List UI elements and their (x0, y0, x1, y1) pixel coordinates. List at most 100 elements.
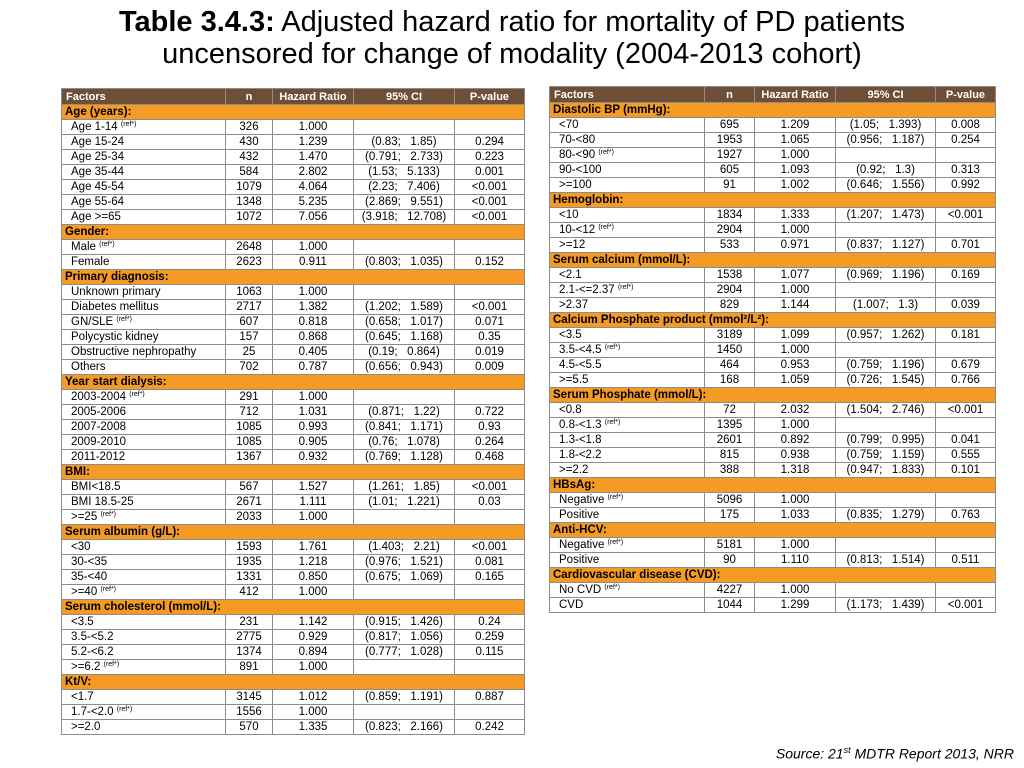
ci-cell (835, 417, 936, 433)
category-row: Age (years): (61, 104, 525, 120)
factor-cell: Negative (ref*) (549, 492, 705, 508)
factor-label: <70 (559, 119, 579, 131)
factor-cell: 10-<12 (ref*) (549, 222, 705, 238)
ci-cell: (0.969; 1.196) (835, 267, 936, 283)
source-sup: st (843, 745, 851, 755)
p-value-cell: 0.001 (454, 164, 525, 180)
table-row: >=12 533 0.971 (0.837; 1.127) 0.701 (549, 237, 996, 253)
hazard-ratio-cell: 0.818 (272, 314, 354, 330)
source-suffix: MDTR Report 2013, NRR (850, 745, 1014, 762)
hazard-ratio-cell: 0.938 (754, 447, 836, 463)
factor-cell: 70-<80 (549, 132, 705, 148)
p-value-cell: 0.511 (935, 552, 996, 568)
factor-label: Others (71, 361, 106, 373)
hazard-ratio-cell: 1.470 (272, 149, 354, 165)
header-ci: 95% CI (353, 88, 455, 105)
ci-cell: (1.53; 5.133) (353, 164, 455, 180)
factor-cell: 5.2-<6.2 (61, 644, 226, 660)
factor-cell: 2011-2012 (61, 449, 226, 465)
p-value-cell (935, 282, 996, 298)
p-value-cell (454, 239, 525, 255)
n-cell: 90 (704, 552, 755, 568)
factor-label: Male (71, 241, 96, 253)
n-cell: 2775 (225, 629, 273, 645)
hazard-ratio-cell: 1.209 (754, 117, 836, 133)
ci-cell: (3.918; 12.708) (353, 209, 455, 225)
hazard-ratio-cell: 0.850 (272, 569, 354, 585)
hazard-ratio-cell: 1.382 (272, 299, 354, 315)
table-row: 2003-2004 (ref*) 291 1.000 (61, 389, 525, 405)
ci-cell: (1.207; 1.473) (835, 207, 936, 223)
hazard-ratio-cell: 1.000 (754, 222, 836, 238)
factor-label: Obstructive nephropathy (71, 346, 197, 358)
factor-cell: Age 15-24 (61, 134, 226, 150)
factor-cell: 2009-2010 (61, 434, 226, 450)
table-row: 2.1-<=2.37 (ref*) 2904 1.000 (549, 282, 996, 298)
table-row: <70 695 1.209 (1.05; 1.393) 0.008 (549, 117, 996, 133)
hazard-ratio-cell: 1.099 (754, 327, 836, 343)
hazard-ratio-cell: 1.000 (754, 282, 836, 298)
header-ci: 95% CI (835, 86, 936, 103)
category-row: Diastolic BP (mmHg): (549, 102, 996, 118)
n-cell: 3145 (225, 689, 273, 705)
p-value-cell (454, 584, 525, 600)
factor-label: 0.8-<1.3 (559, 419, 602, 431)
category-label: HBsAg: (549, 477, 996, 493)
hazard-ratio-cell: 1.144 (754, 297, 836, 313)
category-row: Calcium Phosphate product (mmol²/L²): (549, 312, 996, 328)
p-value-cell (454, 284, 525, 300)
hazard-ratio-cell: 1.033 (754, 507, 836, 523)
table-row: Age 45-54 1079 4.064 (2.23; 7.406) <0.001 (61, 179, 525, 195)
hazard-ratio-cell: 0.993 (272, 419, 354, 435)
reference-marker: (ref*) (604, 419, 621, 426)
factor-label: BMI<18.5 (71, 481, 121, 493)
hazard-ratio-cell: 1.110 (754, 552, 836, 568)
factor-label: 5.2-<6.2 (71, 646, 114, 658)
hazard-ratio-cell: 1.000 (754, 492, 836, 508)
right-table-body: Diastolic BP (mmHg): <70 695 1.209 (1.05; 1.… (549, 102, 996, 613)
category-row: Kt/V: (61, 674, 525, 690)
table-row: 1.3-<1.8 2601 0.892 (0.799; 0.995) 0.041 (549, 432, 996, 448)
ci-cell: (0.859; 1.191) (353, 689, 455, 705)
n-cell: 605 (704, 162, 755, 178)
table-row: >=40 (ref*) 412 1.000 (61, 584, 525, 600)
reference-marker: (ref*) (116, 706, 133, 713)
header-p-value: P-value (454, 88, 525, 105)
n-cell: 2033 (225, 509, 273, 525)
factor-label: Female (71, 256, 110, 268)
hazard-ratio-cell: 0.894 (272, 644, 354, 660)
hazard-ratio-cell: 0.929 (272, 629, 354, 645)
ci-cell: (0.759; 1.196) (835, 357, 936, 373)
ci-cell: (0.957; 1.262) (835, 327, 936, 343)
factor-cell: >=2.0 (61, 719, 226, 735)
n-cell: 2671 (225, 494, 273, 510)
category-row: Serum Phosphate (mmol/L): (549, 387, 996, 403)
factor-cell: Male (ref*) (61, 239, 226, 255)
title-text-line2: uncensored for change of modality (2004-… (162, 38, 862, 70)
p-value-cell: 0.181 (935, 327, 996, 343)
factor-cell: 1.3-<1.8 (549, 432, 705, 448)
header-n: n (704, 86, 755, 103)
n-cell: 168 (704, 372, 755, 388)
n-cell: 584 (225, 164, 273, 180)
ci-cell: (0.656; 0.943) (353, 359, 455, 375)
table-row: GN/SLE (ref*) 607 0.818 (0.658; 1.017) 0.071 (61, 314, 525, 330)
ci-cell: (2.869; 9.551) (353, 194, 455, 210)
n-cell: 570 (225, 719, 273, 735)
hazard-ratio-cell: 2.032 (754, 402, 836, 418)
p-value-cell (454, 119, 525, 135)
ci-cell (353, 704, 455, 720)
n-cell: 1085 (225, 434, 273, 450)
hazard-ratio-cell: 1.333 (754, 207, 836, 223)
ci-cell: (0.759; 1.159) (835, 447, 936, 463)
category-label: Serum albumin (g/L): (61, 524, 525, 540)
factor-cell: GN/SLE (ref*) (61, 314, 226, 330)
n-cell: 1085 (225, 419, 273, 435)
table-row: Male (ref*) 2648 1.000 (61, 239, 525, 255)
table-header-row: Factors n Hazard Ratio 95% CI P-value (549, 86, 996, 103)
n-cell: 2717 (225, 299, 273, 315)
table-row: BMI<18.5 567 1.527 (1.261; 1.85) <0.001 (61, 479, 525, 495)
ci-cell (835, 537, 936, 553)
factor-label: 2007-2008 (71, 421, 126, 433)
header-n: n (225, 88, 273, 105)
